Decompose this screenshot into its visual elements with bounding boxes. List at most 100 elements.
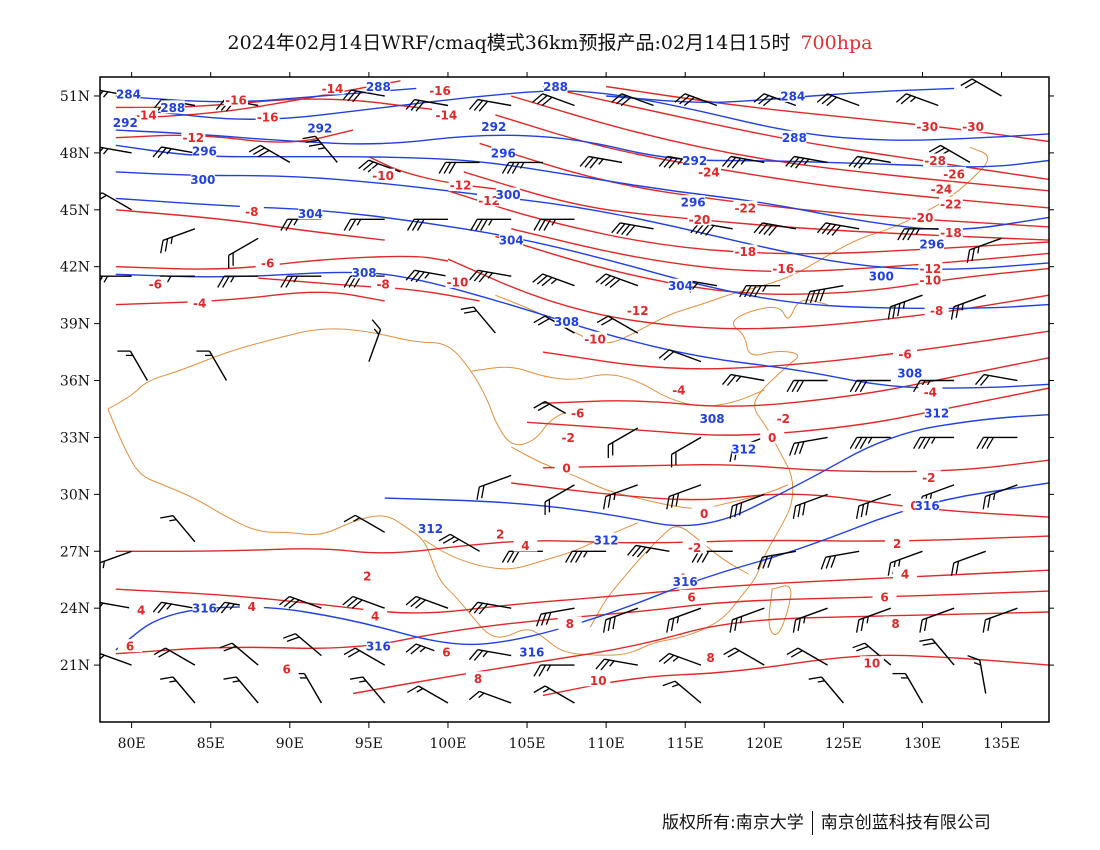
wind-barb [982, 607, 1018, 633]
height-contour-label: 316 [192, 602, 217, 616]
wind-barb [785, 155, 828, 169]
wind-barb [786, 379, 828, 393]
wind-barb [849, 436, 891, 450]
temperature-contour-label-bg [692, 506, 717, 520]
wind-barb [852, 642, 892, 666]
temperature-contour-label: -22 [734, 201, 756, 215]
lon-tick-label: 85E [197, 736, 225, 752]
temperature-contour-line [542, 85, 1049, 181]
temperature-contour-label-bg [363, 608, 388, 622]
temperature-contour-label: -12 [920, 262, 942, 276]
temperature-contour-label-bg [129, 603, 154, 617]
temperature-contour-label: -8 [245, 205, 258, 219]
temperature-contour-label-bg [893, 346, 918, 360]
wind-barb [358, 159, 401, 173]
temperature-contour-label-bg [893, 567, 918, 581]
height-contour-line [115, 171, 1049, 270]
lat-tick-label: 42N [60, 260, 90, 276]
height-contour-label: 292 [307, 122, 332, 136]
temperature-contour-line [258, 277, 480, 302]
temperature-contour-label: 2 [893, 537, 901, 551]
height-contour-label: 288 [160, 101, 185, 115]
temperature-contour-label: -2 [562, 431, 575, 445]
height-contour-label: 308 [700, 412, 725, 426]
temperature-contour-label-bg [938, 225, 963, 239]
temperature-contour-label: -14 [322, 82, 344, 96]
height-contour-label-bg [780, 88, 805, 102]
temperature-contour-line [115, 291, 385, 306]
temperature-contour-label-bg [924, 303, 949, 317]
wind-barb [406, 685, 449, 704]
height-contour-label-bg [673, 574, 698, 588]
lon-tick-label: 80E [118, 736, 146, 752]
temperature-contour-line [115, 569, 1049, 614]
plot-frame [99, 76, 1050, 723]
height-contour-label-bg [681, 195, 706, 209]
height-contour-label-bg [782, 130, 807, 144]
temperature-contour-label-bg [918, 272, 943, 286]
wind-barb [897, 228, 939, 241]
temperature-contour-label: -2 [688, 541, 701, 555]
height-contour-label: 316 [519, 645, 544, 659]
lon-tick-label: 105E [509, 736, 546, 752]
wind-barb [438, 161, 480, 174]
temperature-contour-label-bg [320, 81, 345, 95]
wind-barb [279, 595, 322, 609]
temperature-contour-label: 4 [137, 604, 145, 618]
temperature-contour-label: 4 [248, 600, 256, 614]
height-contour-label: 292 [113, 116, 138, 130]
height-contour-label-bg [160, 100, 185, 114]
wind-barb [152, 146, 196, 159]
temperature-contour-label: -28 [924, 154, 946, 168]
wind-barb [533, 664, 575, 677]
temperature-contour-label: -12 [627, 304, 649, 318]
temperature-contour-label-bg [929, 181, 954, 195]
lat-tick-label: 24N [60, 601, 90, 617]
lon-tick-label: 110E [588, 736, 625, 752]
temperature-contour-label: -14 [436, 108, 458, 122]
temperature-contour-label: 0 [562, 461, 570, 475]
height-contour-line [115, 144, 1049, 231]
axis-ticks-layer: 80E 85E 90E 95E 100E 105E 110E 115E 120E 125E 130E… [60, 72, 1054, 752]
wind-barbs-layer [100, 78, 1018, 704]
height-contour-label: 288 [782, 131, 807, 145]
temperature-contour-label-bg [916, 470, 941, 484]
height-contour-label: 296 [919, 237, 944, 251]
temperature-contour-line [510, 95, 1049, 192]
temperature-contour-label: -16 [257, 110, 279, 124]
wind-barb [460, 306, 496, 334]
wind-barb [855, 607, 892, 633]
lat-tick-label: 48N [60, 146, 90, 162]
temperature-contour-label-bg [682, 540, 707, 554]
temperature-contour-label-bg [239, 204, 264, 218]
temperature-contour-label-bg [771, 261, 796, 275]
temperature-contour-label: 10 [590, 674, 607, 688]
height-contour-label: 312 [418, 522, 443, 536]
temperature-contour-label: 0 [700, 507, 708, 521]
temperature-contour-label-bg [923, 153, 948, 167]
wind-barb [607, 427, 639, 458]
height-contour-label: 316 [366, 640, 391, 654]
temperature-contour-label: -4 [193, 296, 206, 310]
height-contour-label-bg [192, 143, 217, 157]
height-contour-label-bg [700, 411, 725, 425]
height-contour-label-bg [519, 644, 544, 658]
temperature-contour-label-bg [760, 430, 785, 444]
height-contour-label-bg [915, 498, 940, 512]
lon-tick-label: 95E [355, 736, 383, 752]
height-contour-label: 292 [481, 120, 506, 134]
temperature-contour-label-bg [371, 276, 396, 290]
temperature-contour-label: 10 [864, 657, 881, 671]
temperature-contour-line [479, 142, 1049, 228]
wind-barb [280, 275, 322, 288]
wind-barb [739, 285, 781, 298]
wind-barb [468, 98, 512, 112]
height-contour-label-bg [366, 79, 391, 93]
wind-barb [153, 647, 196, 666]
wind-barb [820, 550, 860, 570]
lat-tick-label: 21N [60, 658, 90, 674]
wind-barb [690, 222, 733, 236]
temperature-contour-line [115, 209, 385, 241]
height-contour-label: 284 [780, 89, 805, 103]
wind-barb [596, 315, 639, 334]
